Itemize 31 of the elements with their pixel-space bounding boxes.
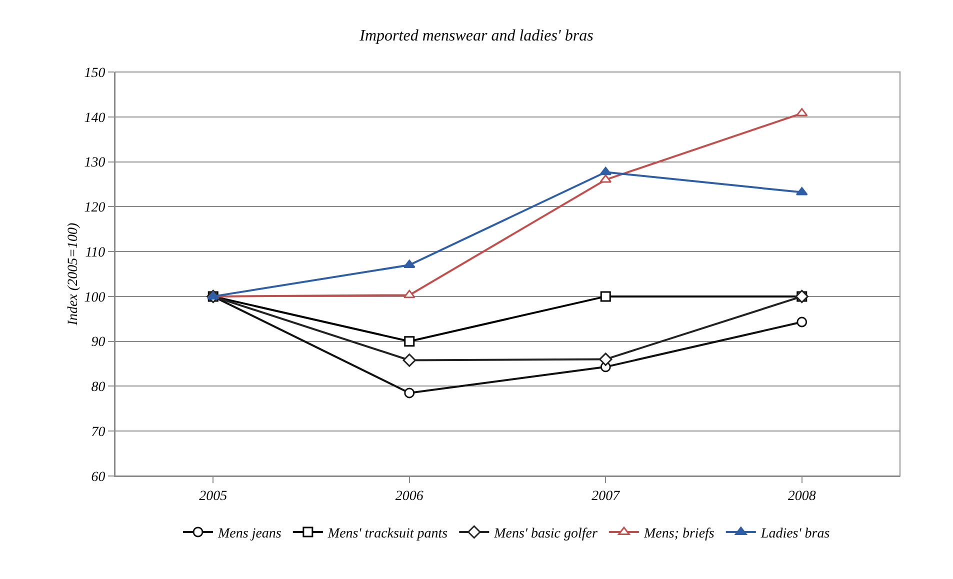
y-tick-label: 110	[85, 245, 106, 260]
legend-label: Mens' tracksuit pants	[326, 526, 448, 542]
y-tick-label: 140	[84, 110, 106, 126]
y-tick-label: 60	[91, 470, 106, 485]
point	[402, 354, 416, 367]
chart-title: Imported menswear and ladies' bras	[358, 27, 594, 44]
y-tick-label: 100	[84, 290, 106, 306]
point	[404, 388, 415, 398]
legend-label: Ladies' bras	[760, 526, 830, 542]
point	[599, 352, 612, 366]
legend-label: Mens; briefs	[642, 526, 715, 542]
legend-label: Mens' basic golfer	[493, 526, 598, 542]
x-tick-label: 2005	[199, 488, 228, 504]
y-tick-label: 150	[84, 66, 106, 81]
x-tick-label: 2006	[395, 488, 424, 504]
point	[600, 166, 612, 176]
y-axis-title: Index (2005=100)	[66, 222, 81, 326]
y-tick-label: 130	[84, 156, 106, 171]
point	[403, 260, 416, 268]
point	[404, 336, 415, 347]
x-tick-label: 2008	[788, 488, 816, 504]
y-tick-label: 90	[91, 335, 106, 350]
legend-label: Mens jeans	[217, 526, 282, 542]
point	[403, 290, 416, 298]
x-tick-label: 2007	[592, 488, 621, 504]
point	[600, 174, 612, 183]
y-tick-label: 120	[84, 200, 106, 216]
point	[600, 291, 611, 302]
y-tick-label: 70	[91, 425, 106, 440]
point	[796, 316, 808, 328]
y-tick-label: 80	[91, 380, 106, 396]
